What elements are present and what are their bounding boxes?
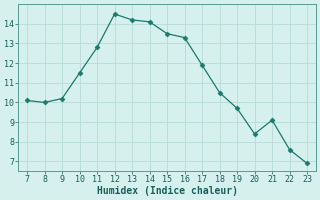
X-axis label: Humidex (Indice chaleur): Humidex (Indice chaleur) (97, 186, 237, 196)
